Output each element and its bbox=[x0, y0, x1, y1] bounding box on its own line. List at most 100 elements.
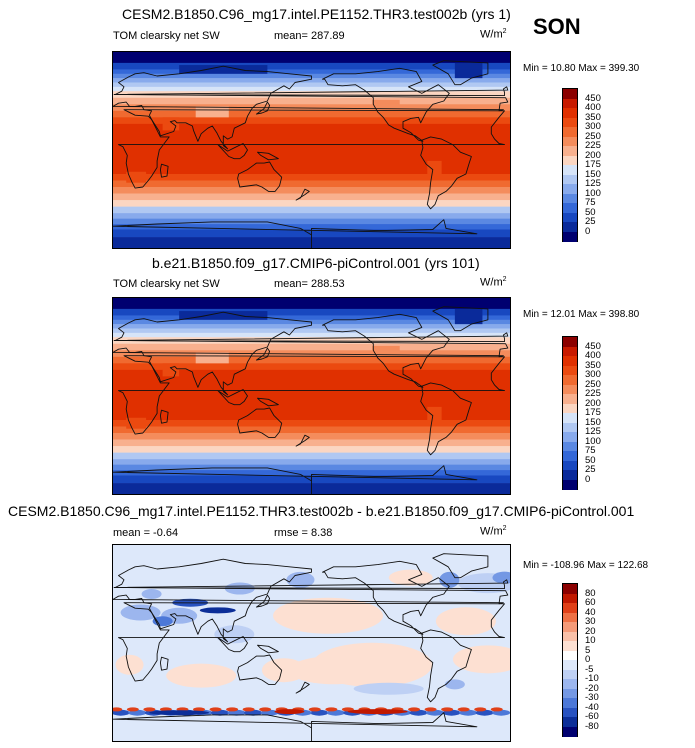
coastline bbox=[257, 644, 279, 654]
anomaly-patch bbox=[120, 604, 161, 621]
panel3-mean-label: mean = -0.64 bbox=[113, 527, 179, 539]
colorbar-swatch bbox=[563, 451, 577, 461]
contour-band bbox=[113, 86, 510, 92]
sea-ice-edge-anomaly bbox=[126, 707, 139, 712]
colorbar-tick-label: -40 bbox=[585, 701, 599, 713]
colorbar-swatch bbox=[563, 679, 577, 689]
colorbar-tick-label: 225 bbox=[585, 140, 601, 151]
coastline bbox=[257, 397, 279, 407]
anomaly-patch bbox=[353, 682, 424, 695]
contour-band bbox=[113, 470, 510, 476]
contour-band bbox=[113, 426, 510, 434]
colorbar-tick-label: 0 bbox=[585, 473, 591, 485]
colorbar-tick-label: 175 bbox=[585, 159, 601, 170]
contour-band bbox=[113, 324, 510, 329]
colorbar-tick-label: 125 bbox=[585, 426, 601, 437]
colorbar-swatch bbox=[563, 174, 577, 185]
colorbar-swatch bbox=[563, 108, 577, 118]
panel2-colorbar: 450 400 350 300 250 225 200 175 150 125 100 75 50 25 0 bbox=[562, 336, 601, 490]
contour-patch bbox=[454, 62, 483, 79]
colorbar-tick-label: 40 bbox=[585, 606, 596, 618]
colorbar-swatch bbox=[563, 622, 577, 632]
anomaly-patch bbox=[435, 607, 496, 636]
colorbar-tick-label: 125 bbox=[585, 178, 601, 189]
coastline bbox=[295, 434, 310, 447]
contour-band bbox=[113, 343, 510, 351]
coastline bbox=[118, 109, 505, 189]
coastline bbox=[420, 629, 472, 703]
contour-patch bbox=[195, 106, 229, 118]
coastline bbox=[420, 382, 472, 456]
colorbar-swatch bbox=[563, 698, 577, 708]
colorbar-tick-label: 400 bbox=[585, 102, 601, 113]
contour-band bbox=[113, 224, 510, 230]
colorbar-tick-label: 200 bbox=[585, 149, 601, 161]
colorbar-swatch bbox=[563, 717, 577, 727]
panel2-map bbox=[112, 297, 511, 495]
colorbar-swatch bbox=[563, 669, 577, 680]
contour-band bbox=[113, 433, 510, 440]
contour-band bbox=[113, 173, 510, 181]
panel1-minmax: Min = 10.80 Max = 399.30 bbox=[523, 63, 640, 74]
contour-patch bbox=[454, 308, 483, 325]
contour-band bbox=[113, 363, 510, 371]
coastline bbox=[217, 389, 248, 406]
colorbar-tick-label: 25 bbox=[585, 216, 596, 227]
colorbar-tick-label: 50 bbox=[585, 454, 596, 466]
contour-patch bbox=[372, 345, 400, 357]
colorbar-tick-label: 250 bbox=[585, 378, 601, 390]
coastline bbox=[113, 712, 478, 741]
coastline bbox=[237, 654, 283, 685]
coastline bbox=[113, 332, 509, 343]
colorbar-swatch bbox=[563, 375, 577, 385]
contour-band bbox=[113, 123, 510, 175]
colorbar-swatch bbox=[563, 384, 577, 395]
anomaly-patch bbox=[261, 658, 306, 683]
colorbar-swatch bbox=[563, 212, 577, 223]
contour-patch bbox=[162, 363, 180, 377]
sea-ice-edge-anomaly bbox=[308, 707, 321, 712]
contour-band bbox=[113, 369, 510, 421]
colorbar-tick-label: 80 bbox=[585, 587, 596, 599]
coastline bbox=[257, 151, 279, 161]
colorbar-swatch bbox=[563, 422, 577, 433]
contour-band bbox=[113, 446, 510, 453]
panel2-mean-label: mean= 288.53 bbox=[274, 278, 345, 290]
panel3-map bbox=[112, 544, 511, 742]
colorbar-tick-label: 5 bbox=[585, 644, 591, 656]
sea-ice-edge-anomaly bbox=[242, 707, 255, 712]
contour-band bbox=[113, 218, 510, 225]
colorbar-swatch bbox=[563, 356, 577, 366]
anomaly-patch bbox=[141, 589, 162, 599]
coastline bbox=[118, 355, 505, 435]
colorbar-tick-label: 25 bbox=[585, 464, 596, 475]
contour-band bbox=[113, 110, 510, 118]
colorbar-swatch bbox=[563, 394, 577, 404]
colorbar-tick-label: 150 bbox=[585, 168, 601, 180]
coastlines bbox=[113, 553, 509, 741]
colorbar-tick-label: -30 bbox=[585, 692, 599, 703]
panel2-minmax: Min = 12.01 Max = 398.80 bbox=[523, 309, 640, 320]
colorbar-swatch bbox=[563, 184, 577, 194]
colorbar-swatch bbox=[563, 365, 577, 376]
colorbar-swatch bbox=[563, 413, 577, 423]
sea-ice-edge-anomaly bbox=[259, 707, 272, 712]
contour-band bbox=[113, 356, 510, 364]
anomaly-patch bbox=[273, 597, 384, 634]
sea-ice-edge-anomaly bbox=[408, 707, 421, 712]
panel1-title: CESM2.B1850.C96_mg17.intel.PE1152.THR3.t… bbox=[122, 6, 511, 22]
sea-ice-edge-anomaly bbox=[274, 709, 305, 715]
sea-ice-edge-anomaly bbox=[341, 707, 354, 712]
coastline bbox=[237, 161, 283, 192]
coastline bbox=[113, 311, 509, 396]
anomaly-patch bbox=[288, 656, 379, 685]
panel3-title: CESM2.B1850.C96_mg17.intel.PE1152.THR3.t… bbox=[8, 503, 635, 519]
panel2-title: b.e21.B1850.f09_g17.CMIP6-piControl.001 … bbox=[152, 255, 480, 271]
anomaly-patch bbox=[439, 571, 460, 588]
contour-patch bbox=[195, 352, 229, 364]
contour-band bbox=[113, 419, 510, 427]
colorbar-swatch bbox=[563, 203, 577, 213]
colorbar-swatch bbox=[563, 593, 577, 604]
coastline bbox=[159, 163, 169, 178]
colorbar-swatch bbox=[563, 726, 577, 737]
